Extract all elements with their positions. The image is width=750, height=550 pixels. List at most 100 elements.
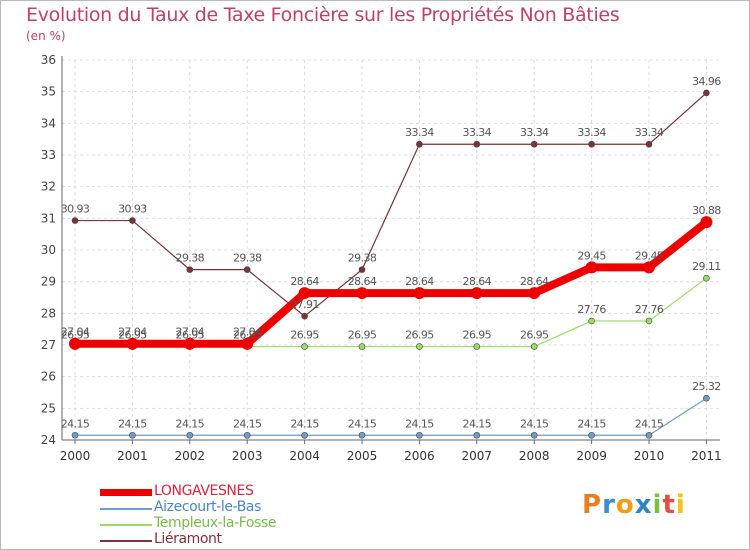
data-point	[183, 337, 196, 350]
data-label: 24.15	[233, 417, 262, 430]
data-point	[588, 140, 595, 148]
data-point	[703, 274, 710, 282]
data-label: 24.15	[520, 417, 549, 430]
data-point	[416, 343, 423, 350]
y-tick-label: 27	[41, 338, 56, 352]
data-point	[186, 266, 194, 273]
y-tick-label: 35	[41, 85, 56, 99]
x-tick-label: 2011	[691, 449, 722, 463]
data-point	[301, 343, 308, 350]
y-tick-label: 24	[41, 433, 56, 447]
series-line-3	[75, 92, 707, 317]
x-tick-label: 2000	[60, 449, 91, 463]
data-label: 27.04	[233, 326, 262, 339]
data-label: 26.95	[520, 329, 549, 342]
chart-unit-label: (en %)	[26, 29, 66, 43]
logo-letter: r	[602, 490, 616, 520]
data-label: 26.95	[118, 329, 147, 342]
data-point	[358, 343, 366, 350]
data-point	[473, 343, 481, 350]
data-label: 24.15	[290, 417, 319, 430]
data-label: 24.15	[577, 417, 606, 430]
series	[69, 89, 713, 439]
proxiti-logo: Proxiti	[582, 490, 686, 520]
data-point	[700, 216, 713, 229]
data-label: 29.45	[577, 249, 606, 262]
data-label: 24.15	[635, 417, 664, 430]
x-tick-label: 2009	[576, 449, 607, 463]
data-label: 33.34	[577, 126, 606, 139]
data-point	[528, 287, 541, 300]
data-point	[473, 431, 481, 439]
data-point	[71, 431, 79, 439]
data-label: 28.64	[290, 275, 319, 288]
data-label: 24.15	[405, 417, 434, 430]
data-point	[645, 431, 653, 439]
data-label: 28.64	[405, 275, 434, 288]
x-tick-label: 2001	[117, 449, 148, 463]
data-label: 27.04	[118, 326, 147, 339]
grid	[62, 59, 720, 441]
data-point	[301, 312, 308, 320]
data-label: 24.15	[463, 417, 492, 430]
x-tick-label: 2006	[404, 449, 435, 463]
y-tick-label: 25	[41, 401, 56, 415]
data-label: 24.15	[176, 417, 205, 430]
logo-letter: o	[615, 490, 635, 520]
chart-title: Evolution du Taux de Taxe Foncière sur l…	[26, 4, 620, 26]
data-point	[186, 431, 194, 439]
legend-swatch-2	[100, 524, 152, 526]
legend-label-3: Liéramont	[154, 531, 222, 547]
data-point	[530, 140, 538, 148]
data-label: 27.04	[176, 326, 205, 339]
data-label: 29.11	[692, 260, 721, 273]
data-label: 33.34	[635, 126, 664, 139]
data-label: 27.04	[61, 326, 90, 339]
data-label: 30.88	[692, 204, 721, 217]
axes: 24 25 26 27 28 29 30 31 32 33 34 35 36 2000 2001 2002 20…	[41, 53, 722, 463]
data-point	[530, 343, 538, 350]
x-tick-label: 2008	[519, 449, 550, 463]
x-tick-label: 2004	[289, 449, 320, 463]
data-label: 24.15	[118, 417, 147, 430]
data-point	[358, 431, 366, 439]
data-label: 30.93	[61, 203, 90, 216]
data-label: 24.15	[61, 417, 90, 430]
data-label: 26.95	[61, 329, 90, 342]
logo-letter: x	[634, 490, 653, 520]
x-tick-label: 2005	[347, 449, 378, 463]
y-tick-label: 30	[41, 243, 56, 257]
y-tick-label: 26	[41, 370, 56, 384]
data-point	[645, 140, 653, 148]
data-point	[530, 431, 538, 439]
data-label: 24.15	[348, 417, 377, 430]
series-line-0	[75, 218, 709, 348]
data-label: 25.32	[692, 380, 721, 393]
series-line-1	[75, 397, 707, 436]
data-point	[416, 140, 423, 148]
x-tick-label: 2010	[634, 449, 665, 463]
data-label: 26.95	[405, 329, 434, 342]
data-point	[703, 89, 710, 97]
data-point	[585, 261, 598, 274]
logo-letter: i	[675, 490, 686, 520]
x-tick-label: 2003	[232, 449, 263, 463]
data-point	[645, 317, 653, 325]
logo-letter: P	[582, 490, 603, 520]
legend-label-0: LONGAVESNES	[154, 483, 254, 499]
data-point	[588, 317, 595, 325]
legend-swatch-3	[100, 540, 152, 542]
data-point	[243, 431, 251, 439]
y-tick-label: 33	[41, 148, 56, 162]
data-point	[298, 287, 311, 300]
data-label: 34.96	[692, 75, 721, 88]
series-line-2	[75, 277, 707, 348]
data-point	[588, 431, 595, 439]
data-point	[413, 287, 426, 300]
data-label: 29.38	[176, 252, 205, 265]
data-point	[416, 431, 423, 439]
data-label: 27.91	[290, 298, 319, 311]
data-label: 26.95	[290, 329, 319, 342]
y-tick-label: 36	[41, 53, 56, 67]
